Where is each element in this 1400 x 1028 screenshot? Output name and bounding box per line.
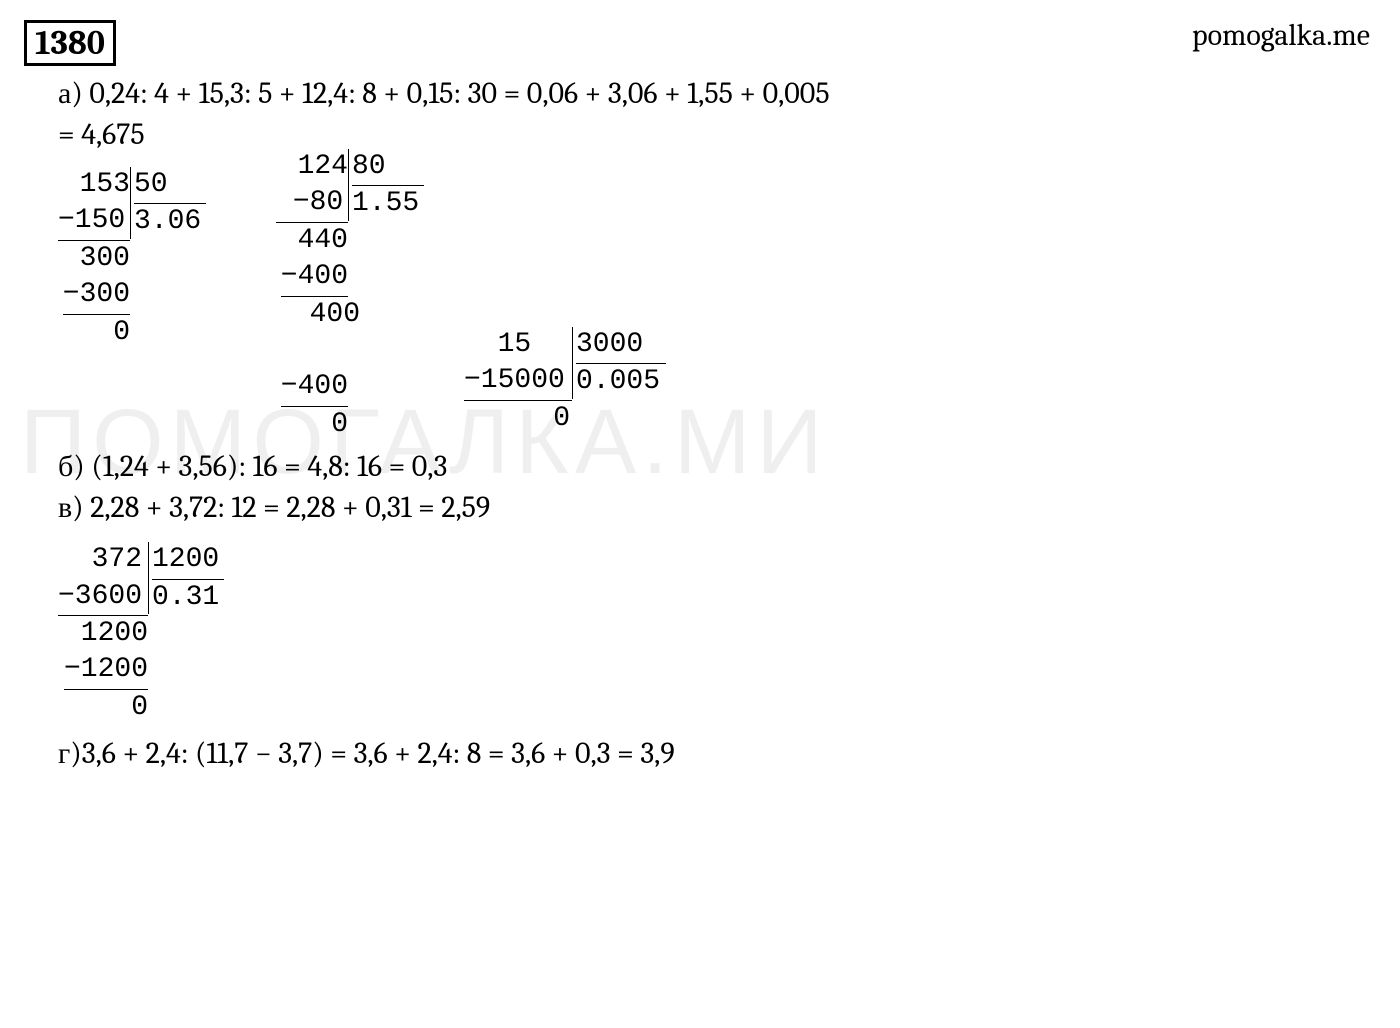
ld1-step0: −150: [58, 203, 130, 240]
part-v: в) 2,28 + 3,72: 12 = 2,28 + 0,31 = 2,59: [58, 488, 1370, 529]
part-a-line1: а) 0,24: 4 + 15,3: 5 + 12,4: 8 + 0,15: 3…: [58, 74, 1370, 115]
long-division-4: 372 −3600 1200 −1200 0 1200 0.31: [58, 542, 224, 726]
site-link: pomogalka.me: [1192, 18, 1370, 53]
part-g: г)3,6 + 2,4: (11,7 − 3,7) = 3,6 + 2,4: 8…: [58, 734, 1370, 775]
long-division-2: 124 −80 440 −400 400 −400 0 80 1.55: [276, 149, 424, 443]
ld4-dividend: 372: [58, 542, 148, 578]
ld2-step5: 0: [276, 407, 348, 443]
ld2-divisor: 80: [352, 149, 424, 185]
ld2-step2: −400: [281, 259, 348, 296]
ld2-quotient: 1.55: [352, 185, 424, 222]
part-a-line2: = 4,675: [58, 115, 1370, 156]
ld3-quotient: 0.005: [576, 363, 666, 400]
long-division-3: 15 −15000 0 3000 0.005: [464, 327, 666, 437]
division-row-2: 372 −3600 1200 −1200 0 1200 0.31: [58, 542, 1370, 726]
ld1-divisor: 50: [134, 167, 206, 203]
ld1-step1: 300: [58, 241, 130, 277]
ld4-step2: −1200: [64, 652, 148, 689]
ld3-dividend: 15: [498, 329, 532, 360]
ld2-step1: 440: [276, 223, 348, 259]
ld1-step3: 0: [58, 315, 130, 351]
ld3-divisor: 3000: [576, 327, 666, 363]
ld2-step0: −80: [276, 185, 348, 222]
ld4-quotient: 0.31: [152, 579, 224, 616]
ld4-step0: −3600: [58, 579, 148, 616]
ld2-step3: 400: [276, 297, 348, 333]
ld2-step4: −400: [281, 369, 348, 406]
ld3-step1: 0: [464, 401, 572, 437]
part-b: б) (1,24 + 3,56): 16 = 4,8: 16 = 0,3: [58, 447, 1370, 488]
ld1-step2: −300: [63, 277, 130, 314]
ld4-step1: 1200: [58, 616, 148, 652]
ld4-step3: 0: [58, 690, 148, 726]
division-row-1: 153 −150 300 −300 0 50 3.06 124 −80 440 …: [58, 167, 1370, 443]
problem-number-box: 1380: [24, 20, 116, 66]
ld3-step0: −15000: [464, 363, 572, 400]
ld2-dividend: 124: [276, 149, 348, 185]
ld1-dividend: 153: [58, 167, 130, 203]
long-division-1: 153 −150 300 −300 0 50 3.06: [58, 167, 206, 351]
ld1-quotient: 3.06: [134, 203, 206, 240]
ld4-divisor: 1200: [152, 542, 224, 578]
